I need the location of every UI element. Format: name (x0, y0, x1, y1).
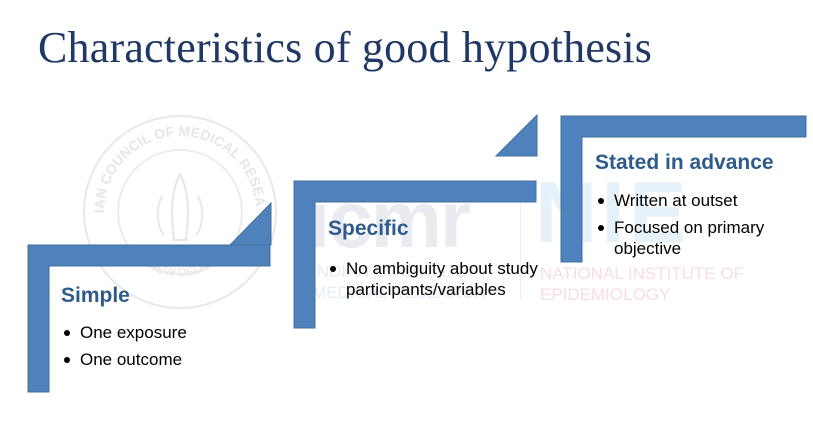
step-1-arrow (228, 201, 272, 246)
step-2-arrow (494, 113, 538, 157)
list-item: No ambiguity about study participants/va… (328, 258, 538, 300)
list-item: Focused on primary objective (596, 217, 801, 259)
slide-title: Characteristics of good hypothesis (38, 23, 653, 72)
step-1-bullets: One exposure One outcome (62, 322, 262, 376)
step-2-bullets: No ambiguity about study participants/va… (328, 258, 538, 306)
list-item: One exposure (62, 322, 262, 343)
step-1-heading: Simple (61, 284, 130, 307)
step-3-bracket (560, 115, 807, 263)
step-2-heading: Specific (328, 217, 409, 240)
step-2-bracket (293, 180, 537, 329)
step-3-heading: Stated in advance (595, 151, 774, 174)
list-item: One outcome (62, 349, 262, 370)
step-3-bullets: Written at outset Focused on primary obj… (596, 190, 801, 265)
list-item: Written at outset (596, 190, 801, 211)
